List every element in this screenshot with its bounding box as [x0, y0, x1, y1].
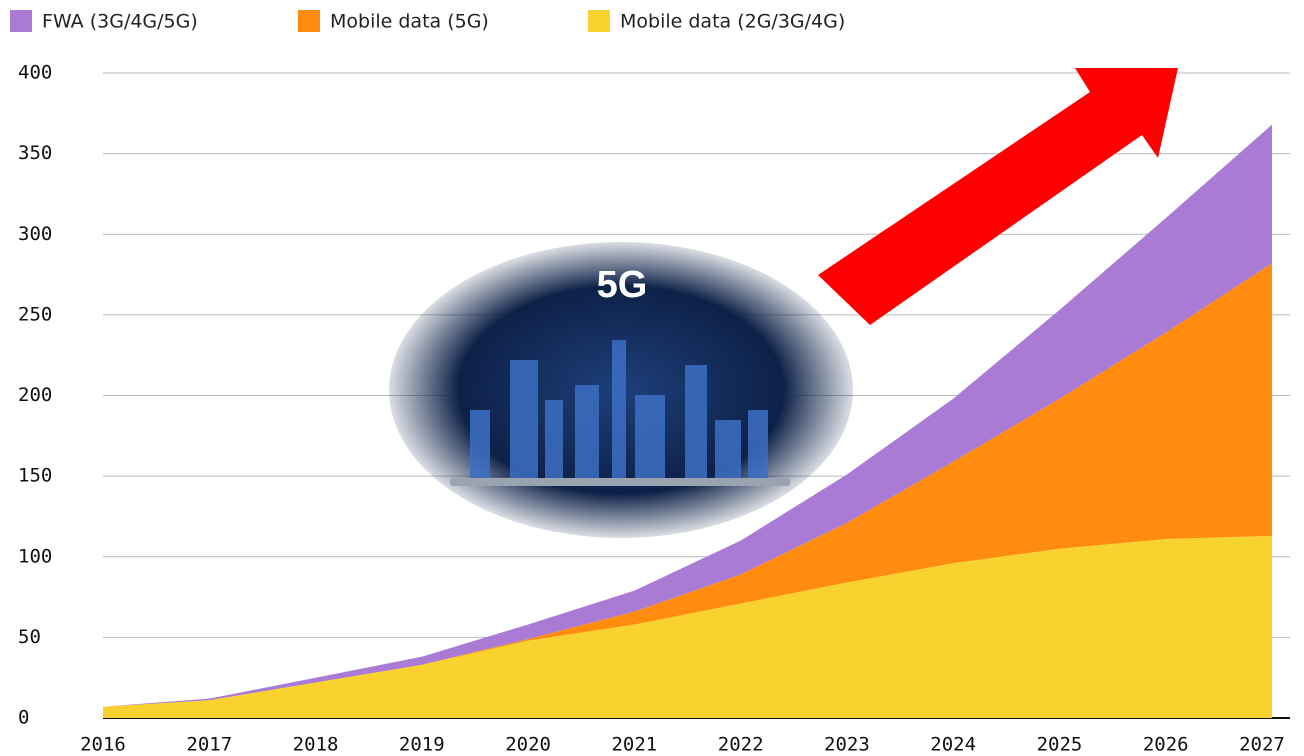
legend-label: FWA (3G/4G/5G) — [42, 11, 198, 33]
x-tick-label: 2023 — [824, 734, 870, 756]
x-tick-label: 2016 — [80, 734, 126, 756]
x-tick-label: 2022 — [718, 734, 764, 756]
x-tick-label: 2017 — [186, 734, 232, 756]
y-tick-label: 400 — [18, 62, 52, 84]
legend: FWA (3G/4G/5G) Mobile data (5G) Mobile dat… — [10, 10, 845, 33]
y-tick-label: 200 — [18, 384, 52, 406]
x-tick-label: 2025 — [1037, 734, 1083, 756]
x-tick-label: 2019 — [399, 734, 445, 756]
y-tick-label: 50 — [18, 626, 41, 648]
page: 0 50 100 150 200 250 300 350 400 2016 2017 2018 2019… — [0, 0, 1304, 756]
x-tick-label: 2018 — [293, 734, 339, 756]
legend-swatch — [588, 10, 610, 32]
legend-swatch — [298, 10, 320, 32]
x-tick-label: 2020 — [505, 734, 551, 756]
y-tick-label: 250 — [18, 303, 52, 325]
y-tick-label: 350 — [18, 142, 52, 164]
area — [103, 536, 1272, 718]
x-tick-label: 2026 — [1143, 734, 1189, 756]
y-tick-label: 300 — [18, 223, 52, 245]
illustration: 5G — [389, 242, 853, 538]
y-tick-label: 0 — [18, 707, 29, 729]
chart: 0 50 100 150 200 250 300 350 400 2016 2017 2018 2019… — [0, 0, 1304, 756]
x-tick-label: 2027 — [1239, 734, 1285, 756]
legend-swatch — [10, 10, 32, 32]
y-tick-label: 150 — [18, 465, 52, 487]
legend-label: Mobile data (5G) — [330, 11, 489, 33]
x-tick-label: 2021 — [611, 734, 657, 756]
legend-label: Mobile data (2G/3G/4G) — [620, 11, 845, 33]
annotation: 5G — [597, 264, 648, 306]
y-tick-label: 100 — [18, 545, 52, 567]
x-tick-label: 2024 — [930, 734, 976, 756]
tablet — [450, 478, 790, 486]
